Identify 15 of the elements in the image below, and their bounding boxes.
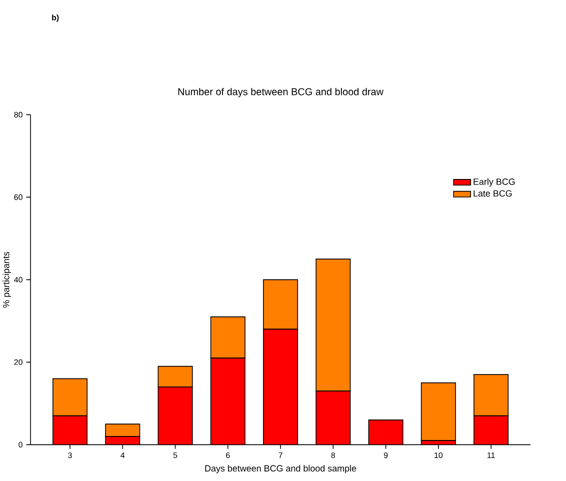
legend-label: Late BCG: [474, 190, 512, 197]
y-axis-title: % participants: [2, 252, 12, 308]
bar: [210, 358, 245, 445]
bar: [420, 382, 456, 441]
bar: [158, 366, 193, 388]
bar: [368, 420, 403, 445]
x-axis-title: Days between BCG and blood sample: [205, 464, 356, 474]
chart-title: Number of days between BCG and blood draw: [178, 88, 384, 98]
legend-label: Early BCG: [474, 178, 515, 187]
bar: [316, 391, 350, 445]
bar: [474, 415, 509, 445]
bar: [52, 416, 88, 445]
bar: [263, 329, 298, 445]
bar: [158, 386, 192, 445]
bar: [105, 424, 140, 437]
